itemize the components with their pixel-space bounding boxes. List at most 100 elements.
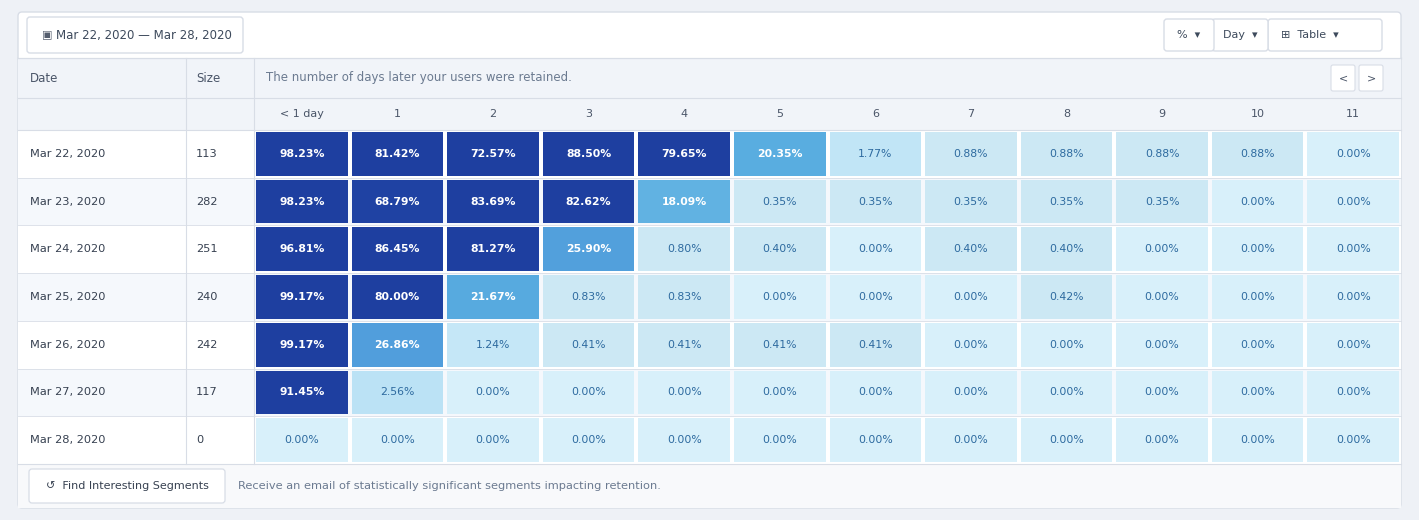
Bar bbox=[1020, 323, 1112, 367]
Bar bbox=[830, 275, 921, 319]
Text: 113: 113 bbox=[196, 149, 217, 159]
Bar bbox=[1117, 323, 1208, 367]
Text: 81.42%: 81.42% bbox=[375, 149, 420, 159]
Text: Date: Date bbox=[30, 71, 58, 84]
Bar bbox=[830, 418, 921, 462]
Text: 3: 3 bbox=[585, 109, 592, 119]
Bar bbox=[1307, 180, 1399, 224]
Bar bbox=[1117, 418, 1208, 462]
Text: 0.00%: 0.00% bbox=[954, 340, 988, 350]
Bar bbox=[18, 321, 1401, 369]
Text: 0.00%: 0.00% bbox=[572, 387, 606, 397]
Text: 0.00%: 0.00% bbox=[954, 435, 988, 445]
Text: 9: 9 bbox=[1158, 109, 1165, 119]
Bar bbox=[352, 275, 443, 319]
FancyBboxPatch shape bbox=[27, 17, 243, 53]
FancyBboxPatch shape bbox=[1359, 65, 1384, 91]
Bar bbox=[18, 130, 1401, 178]
Bar bbox=[18, 178, 1401, 226]
Bar bbox=[18, 369, 1401, 417]
Text: 88.50%: 88.50% bbox=[566, 149, 612, 159]
Bar bbox=[1212, 275, 1304, 319]
Bar bbox=[1212, 227, 1304, 271]
FancyBboxPatch shape bbox=[1164, 19, 1215, 51]
Text: 0.88%: 0.88% bbox=[1240, 149, 1274, 159]
Text: ↺  Find Interesting Segments: ↺ Find Interesting Segments bbox=[45, 481, 209, 491]
Bar bbox=[1307, 227, 1399, 271]
Text: >: > bbox=[1366, 73, 1375, 83]
Text: 80.00%: 80.00% bbox=[375, 292, 420, 302]
Text: 0.00%: 0.00% bbox=[1240, 292, 1276, 302]
Bar bbox=[734, 180, 826, 224]
Text: 0.00%: 0.00% bbox=[858, 244, 893, 254]
Text: Day  ▾: Day ▾ bbox=[1223, 30, 1257, 40]
Text: 68.79%: 68.79% bbox=[375, 197, 420, 206]
Bar bbox=[1307, 132, 1399, 176]
Bar bbox=[1307, 418, 1399, 462]
Text: 0.00%: 0.00% bbox=[1240, 340, 1276, 350]
Text: 18.09%: 18.09% bbox=[661, 197, 707, 206]
Text: 98.23%: 98.23% bbox=[280, 197, 325, 206]
Bar bbox=[1020, 227, 1112, 271]
Bar bbox=[639, 323, 729, 367]
Text: 0.00%: 0.00% bbox=[1049, 387, 1084, 397]
Text: 0.00%: 0.00% bbox=[1240, 244, 1276, 254]
Text: 0.00%: 0.00% bbox=[1145, 292, 1179, 302]
Text: 0.00%: 0.00% bbox=[1335, 340, 1371, 350]
Text: 0.00%: 0.00% bbox=[475, 435, 511, 445]
Text: 0.00%: 0.00% bbox=[1335, 197, 1371, 206]
Text: 1: 1 bbox=[394, 109, 402, 119]
FancyBboxPatch shape bbox=[28, 469, 226, 503]
Text: 0.00%: 0.00% bbox=[284, 435, 319, 445]
Text: 240: 240 bbox=[196, 292, 217, 302]
Text: 0.00%: 0.00% bbox=[1335, 387, 1371, 397]
Bar bbox=[734, 418, 826, 462]
Text: 0.40%: 0.40% bbox=[954, 244, 988, 254]
Bar bbox=[542, 323, 634, 367]
Text: 1.77%: 1.77% bbox=[858, 149, 893, 159]
Bar bbox=[542, 418, 634, 462]
Bar bbox=[255, 323, 348, 367]
Text: 0.35%: 0.35% bbox=[954, 197, 988, 206]
Text: <: < bbox=[1338, 73, 1348, 83]
Text: 0.00%: 0.00% bbox=[572, 435, 606, 445]
Bar bbox=[18, 226, 1401, 273]
Text: 0.00%: 0.00% bbox=[667, 435, 701, 445]
Text: 242: 242 bbox=[196, 340, 217, 350]
Text: 0.80%: 0.80% bbox=[667, 244, 701, 254]
Text: 0.00%: 0.00% bbox=[1145, 244, 1179, 254]
Text: 0.35%: 0.35% bbox=[762, 197, 797, 206]
Text: 0.35%: 0.35% bbox=[1145, 197, 1179, 206]
Bar bbox=[255, 132, 348, 176]
Bar bbox=[447, 371, 539, 414]
FancyBboxPatch shape bbox=[1212, 19, 1269, 51]
Bar bbox=[542, 227, 634, 271]
Text: 0.00%: 0.00% bbox=[1335, 292, 1371, 302]
Text: 0.00%: 0.00% bbox=[858, 435, 893, 445]
Bar bbox=[925, 323, 1016, 367]
Bar bbox=[925, 418, 1016, 462]
Text: 91.45%: 91.45% bbox=[280, 387, 325, 397]
FancyBboxPatch shape bbox=[18, 12, 1401, 508]
Text: 26.86%: 26.86% bbox=[375, 340, 420, 350]
Text: Mar 22, 2020: Mar 22, 2020 bbox=[30, 149, 105, 159]
Bar bbox=[1307, 275, 1399, 319]
Text: 0.00%: 0.00% bbox=[1049, 435, 1084, 445]
Bar bbox=[925, 275, 1016, 319]
Text: Mar 26, 2020: Mar 26, 2020 bbox=[30, 340, 105, 350]
Bar bbox=[830, 132, 921, 176]
Bar bbox=[447, 132, 539, 176]
Bar bbox=[18, 98, 1401, 130]
Bar bbox=[352, 371, 443, 414]
Bar bbox=[447, 227, 539, 271]
Bar bbox=[542, 371, 634, 414]
Text: 0.41%: 0.41% bbox=[762, 340, 797, 350]
Bar bbox=[1020, 132, 1112, 176]
Text: 82.62%: 82.62% bbox=[566, 197, 612, 206]
Bar bbox=[1307, 323, 1399, 367]
Text: 0.42%: 0.42% bbox=[1049, 292, 1084, 302]
Bar bbox=[830, 323, 921, 367]
Text: 0.00%: 0.00% bbox=[1049, 340, 1084, 350]
Bar bbox=[1307, 371, 1399, 414]
Text: Mar 25, 2020: Mar 25, 2020 bbox=[30, 292, 105, 302]
